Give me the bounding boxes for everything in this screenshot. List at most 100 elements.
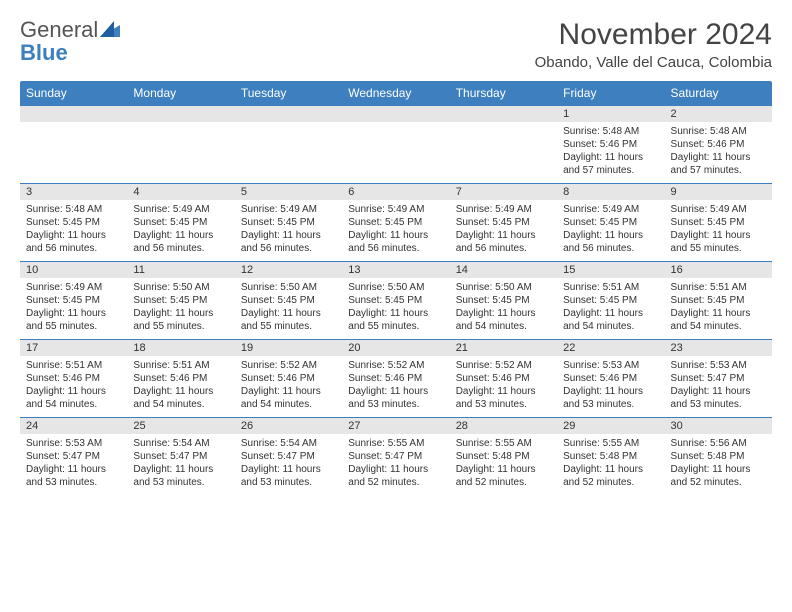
calendar-cell: 25Sunrise: 5:54 AMSunset: 5:47 PMDayligh… xyxy=(127,418,234,496)
day-detail-line: Sunrise: 5:50 AM xyxy=(456,281,551,294)
brand-text: General Blue xyxy=(20,18,122,64)
day-number: 28 xyxy=(450,418,557,434)
calendar-cell: 28Sunrise: 5:55 AMSunset: 5:48 PMDayligh… xyxy=(450,418,557,496)
day-detail-line: Sunset: 5:45 PM xyxy=(348,216,443,229)
day-number: 7 xyxy=(450,184,557,200)
day-details: Sunrise: 5:50 AMSunset: 5:45 PMDaylight:… xyxy=(450,278,557,339)
day-number: 3 xyxy=(20,184,127,200)
day-number: 21 xyxy=(450,340,557,356)
day-details: Sunrise: 5:52 AMSunset: 5:46 PMDaylight:… xyxy=(342,356,449,417)
calendar-cell: 16Sunrise: 5:51 AMSunset: 5:45 PMDayligh… xyxy=(665,262,772,340)
day-detail-line: Sunset: 5:47 PM xyxy=(241,450,336,463)
day-number: 18 xyxy=(127,340,234,356)
calendar-row: 10Sunrise: 5:49 AMSunset: 5:45 PMDayligh… xyxy=(20,262,772,340)
calendar-cell xyxy=(235,106,342,184)
day-number xyxy=(127,106,234,122)
day-detail-line: Daylight: 11 hours and 54 minutes. xyxy=(241,385,336,411)
calendar-cell: 8Sunrise: 5:49 AMSunset: 5:45 PMDaylight… xyxy=(557,184,664,262)
calendar-cell xyxy=(450,106,557,184)
day-number xyxy=(342,106,449,122)
day-number: 19 xyxy=(235,340,342,356)
day-details: Sunrise: 5:48 AMSunset: 5:46 PMDaylight:… xyxy=(557,122,664,183)
day-detail-line: Daylight: 11 hours and 53 minutes. xyxy=(671,385,766,411)
day-detail-line: Sunset: 5:45 PM xyxy=(456,216,551,229)
day-detail-line: Daylight: 11 hours and 56 minutes. xyxy=(348,229,443,255)
calendar-cell: 29Sunrise: 5:55 AMSunset: 5:48 PMDayligh… xyxy=(557,418,664,496)
day-detail-line: Sunset: 5:45 PM xyxy=(241,294,336,307)
day-detail-line: Daylight: 11 hours and 52 minutes. xyxy=(563,463,658,489)
day-detail-line: Daylight: 11 hours and 54 minutes. xyxy=(671,307,766,333)
day-details: Sunrise: 5:49 AMSunset: 5:45 PMDaylight:… xyxy=(450,200,557,261)
day-number: 5 xyxy=(235,184,342,200)
day-number: 15 xyxy=(557,262,664,278)
day-detail-line: Sunset: 5:45 PM xyxy=(563,216,658,229)
day-detail-line: Sunset: 5:46 PM xyxy=(133,372,228,385)
day-details: Sunrise: 5:50 AMSunset: 5:45 PMDaylight:… xyxy=(235,278,342,339)
day-detail-line: Daylight: 11 hours and 55 minutes. xyxy=(348,307,443,333)
day-detail-line: Sunrise: 5:50 AM xyxy=(348,281,443,294)
day-detail-line: Daylight: 11 hours and 52 minutes. xyxy=(348,463,443,489)
day-detail-line: Sunset: 5:48 PM xyxy=(563,450,658,463)
day-details xyxy=(342,122,449,162)
day-detail-line: Daylight: 11 hours and 53 minutes. xyxy=(133,463,228,489)
day-detail-line: Sunset: 5:46 PM xyxy=(26,372,121,385)
day-header: Saturday xyxy=(665,81,772,106)
day-detail-line: Sunrise: 5:49 AM xyxy=(26,281,121,294)
day-number xyxy=(450,106,557,122)
calendar-cell: 15Sunrise: 5:51 AMSunset: 5:45 PMDayligh… xyxy=(557,262,664,340)
day-detail-line: Daylight: 11 hours and 57 minutes. xyxy=(671,151,766,177)
day-number: 8 xyxy=(557,184,664,200)
day-detail-line: Sunrise: 5:50 AM xyxy=(241,281,336,294)
day-details: Sunrise: 5:54 AMSunset: 5:47 PMDaylight:… xyxy=(235,434,342,495)
day-details: Sunrise: 5:56 AMSunset: 5:48 PMDaylight:… xyxy=(665,434,772,495)
day-detail-line: Daylight: 11 hours and 56 minutes. xyxy=(26,229,121,255)
title-block: November 2024 Obando, Valle del Cauca, C… xyxy=(535,18,772,71)
day-number: 26 xyxy=(235,418,342,434)
calendar-cell: 30Sunrise: 5:56 AMSunset: 5:48 PMDayligh… xyxy=(665,418,772,496)
day-header: Wednesday xyxy=(342,81,449,106)
day-details xyxy=(235,122,342,162)
brand-line1: General xyxy=(20,17,98,42)
calendar-cell: 11Sunrise: 5:50 AMSunset: 5:45 PMDayligh… xyxy=(127,262,234,340)
day-number: 27 xyxy=(342,418,449,434)
day-detail-line: Sunrise: 5:51 AM xyxy=(26,359,121,372)
day-detail-line: Sunrise: 5:51 AM xyxy=(563,281,658,294)
calendar-cell: 14Sunrise: 5:50 AMSunset: 5:45 PMDayligh… xyxy=(450,262,557,340)
brand-line2: Blue xyxy=(20,40,68,65)
day-details: Sunrise: 5:48 AMSunset: 5:46 PMDaylight:… xyxy=(665,122,772,183)
day-number: 25 xyxy=(127,418,234,434)
day-number: 22 xyxy=(557,340,664,356)
day-detail-line: Daylight: 11 hours and 54 minutes. xyxy=(26,385,121,411)
calendar-body: 1Sunrise: 5:48 AMSunset: 5:46 PMDaylight… xyxy=(20,106,772,496)
calendar-cell: 26Sunrise: 5:54 AMSunset: 5:47 PMDayligh… xyxy=(235,418,342,496)
day-details: Sunrise: 5:51 AMSunset: 5:46 PMDaylight:… xyxy=(127,356,234,417)
day-details: Sunrise: 5:54 AMSunset: 5:47 PMDaylight:… xyxy=(127,434,234,495)
day-detail-line: Sunset: 5:45 PM xyxy=(456,294,551,307)
day-details: Sunrise: 5:52 AMSunset: 5:46 PMDaylight:… xyxy=(450,356,557,417)
day-details: Sunrise: 5:49 AMSunset: 5:45 PMDaylight:… xyxy=(127,200,234,261)
day-detail-line: Sunrise: 5:49 AM xyxy=(241,203,336,216)
day-number: 20 xyxy=(342,340,449,356)
day-detail-line: Sunrise: 5:54 AM xyxy=(241,437,336,450)
calendar-row: 17Sunrise: 5:51 AMSunset: 5:46 PMDayligh… xyxy=(20,340,772,418)
day-detail-line: Sunset: 5:46 PM xyxy=(563,138,658,151)
day-detail-line: Daylight: 11 hours and 55 minutes. xyxy=(241,307,336,333)
calendar-table: SundayMondayTuesdayWednesdayThursdayFrid… xyxy=(20,81,772,495)
day-detail-line: Sunset: 5:45 PM xyxy=(563,294,658,307)
day-detail-line: Sunset: 5:47 PM xyxy=(348,450,443,463)
day-details: Sunrise: 5:51 AMSunset: 5:45 PMDaylight:… xyxy=(665,278,772,339)
day-number: 16 xyxy=(665,262,772,278)
day-number: 2 xyxy=(665,106,772,122)
day-detail-line: Sunrise: 5:53 AM xyxy=(563,359,658,372)
day-detail-line: Daylight: 11 hours and 56 minutes. xyxy=(241,229,336,255)
day-detail-line: Daylight: 11 hours and 56 minutes. xyxy=(133,229,228,255)
day-detail-line: Sunrise: 5:55 AM xyxy=(456,437,551,450)
calendar-cell: 4Sunrise: 5:49 AMSunset: 5:45 PMDaylight… xyxy=(127,184,234,262)
day-number: 14 xyxy=(450,262,557,278)
day-detail-line: Sunset: 5:45 PM xyxy=(241,216,336,229)
calendar-cell: 9Sunrise: 5:49 AMSunset: 5:45 PMDaylight… xyxy=(665,184,772,262)
calendar-cell: 5 Sunrise: 5:49 AMSunset: 5:45 PMDaylight… xyxy=(235,184,342,262)
day-details: Sunrise: 5:50 AMSunset: 5:45 PMDaylight:… xyxy=(127,278,234,339)
calendar-cell: 18Sunrise: 5:51 AMSunset: 5:46 PMDayligh… xyxy=(127,340,234,418)
day-details: Sunrise: 5:49 AMSunset: 5:45 PMDaylight:… xyxy=(557,200,664,261)
